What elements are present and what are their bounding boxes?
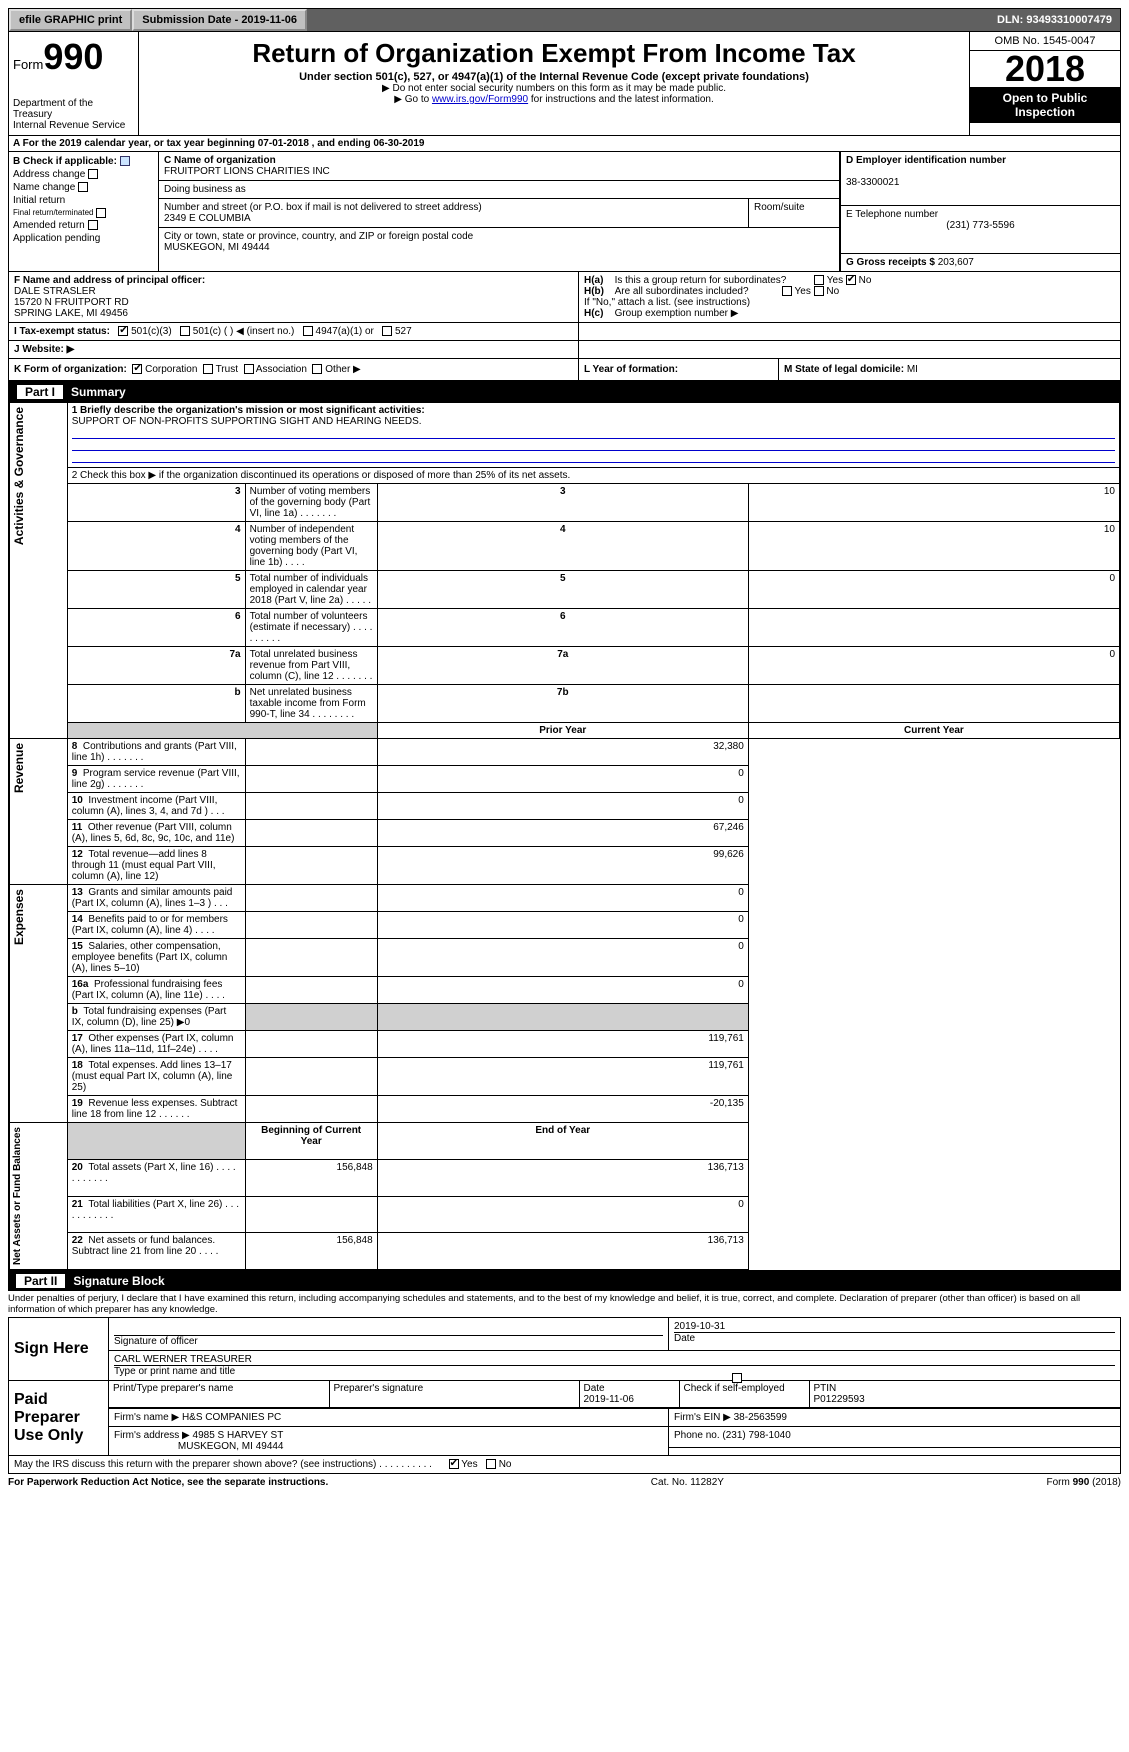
box-f-label: F Name and address of principal officer: <box>14 275 205 286</box>
footer: For Paperwork Reduction Act Notice, see … <box>8 1474 1121 1491</box>
submission-date: Submission Date - 2019-11-06 <box>132 9 307 31</box>
discuss-yes[interactable] <box>449 1459 459 1469</box>
part1: Part I Summary Activities & Governance 1… <box>8 381 1121 1271</box>
box-b: B Check if applicable: Address change Na… <box>9 152 159 271</box>
check-4947[interactable] <box>303 326 313 336</box>
check-amended[interactable]: Amended return <box>13 220 154 231</box>
dba-cell: Doing business as <box>159 181 839 199</box>
top-toolbar: efile GRAPHIC print Submission Date - 20… <box>8 8 1121 32</box>
side-exp: Expenses <box>10 885 28 949</box>
ein-value: 38-3300021 <box>846 177 899 188</box>
efile-button[interactable]: efile GRAPHIC print <box>9 9 132 31</box>
spacer <box>307 9 989 31</box>
officer-addr2: SPRING LAKE, MI 49456 <box>14 308 128 319</box>
phone-value: (231) 773-5596 <box>846 220 1115 231</box>
irs-link[interactable]: www.irs.gov/Form990 <box>432 94 528 105</box>
state-domicile: M State of legal domicile: MI <box>779 359 1120 380</box>
city-state-zip: MUSKEGON, MI 49444 <box>164 242 270 253</box>
ssn-warning: ▶ Do not enter social security numbers o… <box>147 83 961 94</box>
check-pending[interactable]: Application pending <box>13 233 154 244</box>
part2-header: Part II Signature Block <box>8 1271 1121 1291</box>
check-501c3[interactable] <box>118 326 128 336</box>
check-corp[interactable] <box>132 364 142 374</box>
form-header: Form990 Department of the Treasury Inter… <box>8 32 1121 136</box>
org-name-cell: C Name of organization FRUITPORT LIONS C… <box>159 152 839 181</box>
gross-receipts: G Gross receipts $ 203,607 <box>841 254 1120 271</box>
tax-exempt-row: I Tax-exempt status: 501(c)(3) 501(c) ( … <box>8 323 1121 341</box>
side-rev: Revenue <box>10 739 28 797</box>
h-a-row: H(a) Is this a group return for subordin… <box>584 275 1115 286</box>
self-employed-check[interactable]: Check if self-employed <box>679 1381 809 1408</box>
klm-row: K Form of organization: Corporation Trus… <box>8 359 1121 381</box>
firm-name: H&S COMPANIES PC <box>182 1412 281 1423</box>
footer-left: For Paperwork Reduction Act Notice, see … <box>8 1477 328 1488</box>
box-b-label: B Check if applicable: <box>13 156 154 167</box>
identification-block: B Check if applicable: Address change Na… <box>8 152 1121 272</box>
check-assoc[interactable] <box>244 364 254 374</box>
instructions-link-line: ▶ Go to www.irs.gov/Form990 for instruct… <box>147 94 961 105</box>
department-line2: Internal Revenue Service <box>13 120 134 131</box>
side-gov: Activities & Governance <box>10 403 28 549</box>
discuss-no[interactable] <box>486 1459 496 1469</box>
form-subtitle: Under section 501(c), 527, or 4947(a)(1)… <box>147 71 961 83</box>
city-cell: City or town, state or province, country… <box>159 228 839 256</box>
discuss-row: May the IRS discuss this return with the… <box>8 1456 1121 1474</box>
perjury-statement: Under penalties of perjury, I declare th… <box>8 1291 1121 1317</box>
check-final-return[interactable]: Final return/terminated <box>13 208 154 218</box>
open-to-public: Open to Public Inspection <box>970 87 1120 123</box>
street-address: 2349 E COLUMBIA <box>164 213 251 224</box>
form-title: Return of Organization Exempt From Incom… <box>147 38 961 69</box>
form-number: Form990 <box>13 36 134 78</box>
firm-phone: (231) 798-1040 <box>722 1430 790 1441</box>
signature-table: Sign Here Signature of officer 2019-10-3… <box>8 1317 1121 1456</box>
check-address-change[interactable]: Address change <box>13 169 154 180</box>
check-trust[interactable] <box>203 364 213 374</box>
check-initial-return[interactable]: Initial return <box>13 195 154 206</box>
officer-name: DALE STRASLER <box>14 286 96 297</box>
check-other[interactable] <box>312 364 322 374</box>
check-501c[interactable] <box>180 326 190 336</box>
tax-year-row: A For the 2019 calendar year, or tax yea… <box>8 136 1121 152</box>
phone-cell: E Telephone number (231) 773-5596 <box>841 206 1120 254</box>
check-527[interactable] <box>382 326 392 336</box>
officer-addr1: 15720 N FRUITPORT RD <box>14 297 129 308</box>
mission-text: SUPPORT OF NON-PROFITS SUPPORTING SIGHT … <box>72 416 422 427</box>
h-b-row: H(b) Are all subordinates included? Yes … <box>584 286 1115 297</box>
check-name-change[interactable]: Name change <box>13 182 154 193</box>
room-suite: Room/suite <box>749 199 839 228</box>
dln-number: DLN: 93493310007479 <box>989 9 1120 31</box>
sign-date: 2019-10-31 <box>674 1321 725 1332</box>
side-net: Net Assets or Fund Balances <box>10 1123 25 1269</box>
sign-here-label: Sign Here <box>9 1318 109 1381</box>
website-row: J Website: ▶ <box>8 341 1121 359</box>
firm-addr2: MUSKEGON, MI 49444 <box>178 1441 284 1452</box>
tax-year: 2018 <box>970 51 1120 87</box>
footer-mid: Cat. No. 11282Y <box>651 1477 724 1488</box>
paid-preparer-label: Paid Preparer Use Only <box>9 1381 109 1456</box>
street-cell: Number and street (or P.O. box if mail i… <box>159 199 749 228</box>
org-name: FRUITPORT LIONS CHARITIES INC <box>164 166 330 177</box>
department-line1: Department of the Treasury <box>13 98 134 120</box>
firm-addr1: 4985 S HARVEY ST <box>193 1430 284 1441</box>
h-b-note: If "No," attach a list. (see instruction… <box>584 297 1115 308</box>
line2: 2 Check this box ▶ if the organization d… <box>67 468 1119 484</box>
firm-ein: 38-2563599 <box>734 1412 787 1423</box>
ein-cell: D Employer identification number 38-3300… <box>841 152 1120 206</box>
summary-table: Activities & Governance 1 Briefly descri… <box>9 402 1120 1270</box>
officer-printed-name: CARL WERNER TREASURER <box>114 1354 252 1365</box>
officer-group-row: F Name and address of principal officer:… <box>8 272 1121 323</box>
year-formation: L Year of formation: <box>579 359 779 380</box>
part1-header: Part I Summary <box>9 382 1120 402</box>
footer-right: Form 990 (2018) <box>1047 1477 1121 1488</box>
h-c-row: H(c) Group exemption number ▶ <box>584 308 1115 319</box>
